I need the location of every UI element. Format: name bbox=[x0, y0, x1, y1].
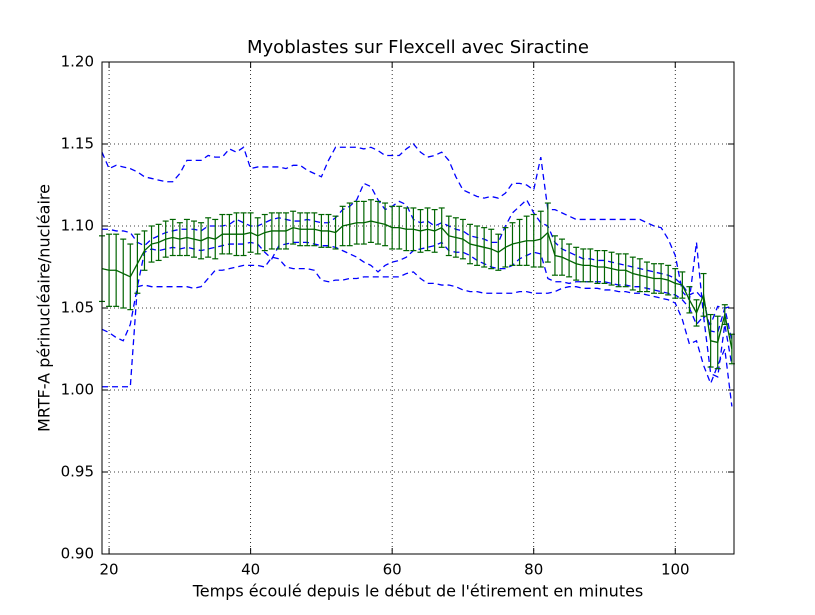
plot-frame bbox=[101, 61, 735, 555]
dashed-line bbox=[102, 241, 733, 388]
mean-line bbox=[101, 220, 733, 350]
x-tick-label: 60 bbox=[383, 561, 402, 579]
y-tick-label: 1.10 bbox=[61, 217, 94, 235]
x-tick-label: 80 bbox=[524, 561, 543, 579]
x-axis-label: Temps écoulé depuis le début de l'étirem… bbox=[192, 582, 644, 601]
y-tick-label: 1.15 bbox=[61, 135, 94, 153]
y-tick-label: 0.90 bbox=[61, 545, 94, 563]
y-axis-label: MRTF-A périnucléaire/nucléaire bbox=[35, 184, 54, 432]
x-tick-label: 40 bbox=[241, 561, 260, 579]
y-tick-label: 0.95 bbox=[61, 463, 94, 481]
x-tick-label: 20 bbox=[100, 561, 119, 579]
chart-title: Myoblastes sur Flexcell avec Siractine bbox=[247, 37, 589, 58]
y-tick-label: 1.05 bbox=[61, 299, 94, 317]
y-tick-label: 1.00 bbox=[61, 381, 94, 399]
dashed-line bbox=[101, 143, 733, 326]
dashed-line bbox=[101, 256, 733, 407]
x-tick-label: 100 bbox=[661, 561, 690, 579]
y-tick-label: 1.20 bbox=[61, 53, 94, 71]
